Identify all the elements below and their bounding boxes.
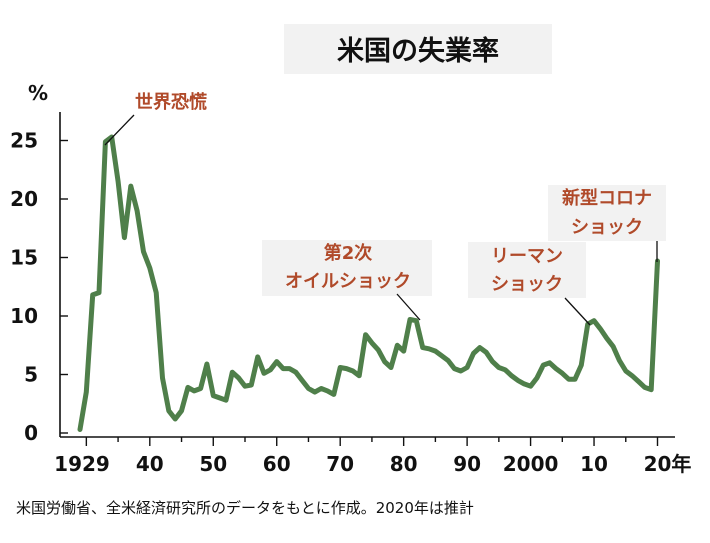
annotation-text: 新型コロナ [562, 187, 652, 209]
x-tick-label: 10 [580, 452, 608, 476]
annotation-leader [104, 114, 135, 146]
y-tick-label: 5 [24, 363, 38, 387]
annotation-box [468, 242, 586, 298]
title-box [284, 24, 552, 74]
annotation-leader [396, 293, 421, 321]
annotation-box [262, 240, 432, 296]
unemployment-line [77, 134, 660, 432]
x-tick-label: 90 [453, 452, 481, 476]
x-tick-label: 80 [390, 452, 418, 476]
x-tick-label: 50 [199, 452, 227, 476]
y-tick-label: 10 [10, 304, 38, 328]
annotation-leader [564, 297, 591, 326]
annotation-text: 第2次 [324, 242, 373, 264]
x-tick-label: 2000 [503, 452, 559, 476]
x-tick-label: 1929 [54, 452, 110, 476]
y-tick-label: 15 [10, 246, 38, 270]
x-tick-label: 20年 [644, 452, 692, 476]
x-tick-label: 70 [326, 452, 354, 476]
annotation-text: リーマン [491, 246, 563, 267]
x-tick-label: 60 [263, 452, 291, 476]
y-tick-label: 25 [10, 129, 38, 153]
annotation-text: 世界恐慌 [135, 91, 207, 113]
x-tick-label: 40 [136, 452, 164, 476]
series-layer [77, 134, 660, 432]
annotation-text: ショック [571, 217, 643, 238]
y-tick-label: 0 [24, 421, 38, 445]
chart-title: 米国の失業率 [337, 35, 499, 67]
annotation-text: オイルショック [285, 271, 411, 292]
annotation-text: ショック [491, 274, 563, 295]
annotation-box [548, 185, 666, 241]
source-note: 米国労働省、全米経済研究所のデータをもとに作成。2020年は推計 [16, 499, 474, 517]
axes-layer: 0 5 10 15 20 25 1929 40 50 60 70 80 90 2000 10 20年 [10, 112, 691, 476]
y-tick-label: 20 [10, 187, 38, 211]
y-unit-label: % [28, 81, 48, 105]
